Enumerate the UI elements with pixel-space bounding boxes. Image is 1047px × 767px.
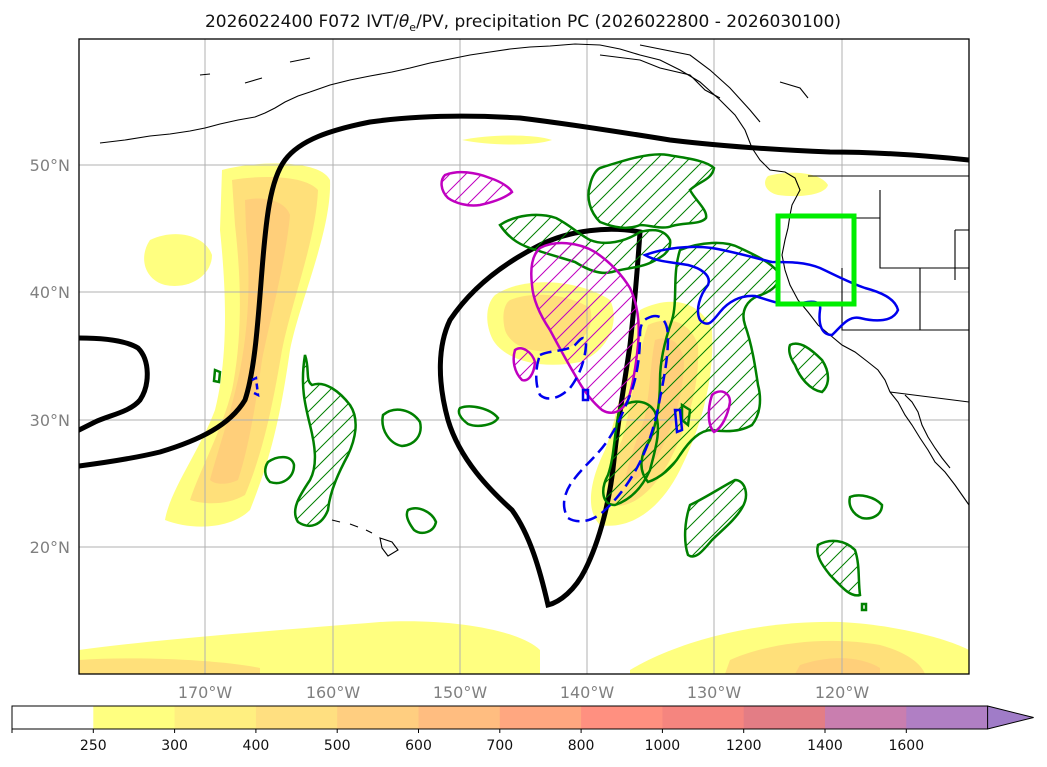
colorbar-tick-label: 400 bbox=[243, 738, 270, 754]
colorbar-tick-label: 800 bbox=[568, 738, 595, 754]
pv-magenta-north bbox=[440, 170, 514, 207]
colorbar-segment bbox=[418, 706, 501, 729]
colorbar-segment bbox=[174, 706, 257, 729]
baja-peninsula bbox=[904, 394, 951, 469]
colorbar-tick-label: 1600 bbox=[888, 738, 924, 754]
pv-blue-solid-ne bbox=[642, 245, 900, 337]
pv-green-west bbox=[293, 354, 357, 527]
colorbar-tick-label: 500 bbox=[324, 738, 351, 754]
pv-blue-dashed-mid bbox=[535, 336, 588, 400]
lat-label: 40°N bbox=[30, 283, 70, 302]
pv-green-east-small bbox=[787, 342, 830, 394]
pv-green-east-small2 bbox=[848, 494, 884, 520]
us-west-coast bbox=[751, 147, 891, 393]
mexico-border bbox=[889, 391, 969, 403]
pv-magenta-contours bbox=[440, 170, 732, 434]
pv-green-mid3 bbox=[405, 507, 438, 534]
ivt-strip-north bbox=[462, 135, 552, 145]
lon-label: 140°W bbox=[560, 683, 615, 702]
colorbar-tick-label: 300 bbox=[161, 738, 188, 754]
colorbar-tick-label: 250 bbox=[80, 738, 107, 754]
colorbar-segment bbox=[825, 706, 907, 729]
lon-label: 150°W bbox=[433, 683, 488, 702]
colorbar-segment bbox=[255, 706, 338, 729]
lon-label: 160°W bbox=[306, 683, 361, 702]
pv-blue-tiny bbox=[581, 388, 590, 402]
lat-labels: 50°N 40°N 30°N 20°N bbox=[30, 156, 70, 557]
colorbar-tick-label: 1200 bbox=[726, 738, 762, 754]
lat-label: 30°N bbox=[30, 411, 70, 430]
colorbar-segment bbox=[499, 706, 582, 729]
lon-label: 130°W bbox=[687, 683, 742, 702]
lon-label: 170°W bbox=[178, 683, 233, 702]
pv-blue-small2 bbox=[673, 408, 684, 434]
pv-blue-dashed-long bbox=[562, 314, 670, 523]
colorbar-tick-label: 700 bbox=[486, 738, 513, 754]
pv-green-tiny bbox=[680, 402, 692, 428]
ivt-blob-west bbox=[144, 234, 212, 286]
pv-green-north bbox=[587, 153, 716, 230]
colorbar-tick-label: 1400 bbox=[807, 738, 843, 754]
aleutian-coast bbox=[99, 91, 311, 144]
colorbar-segment bbox=[12, 706, 94, 729]
colorbar-segment bbox=[93, 706, 176, 729]
colorbar-segment bbox=[337, 706, 419, 729]
colorbar-tick-label: 600 bbox=[405, 738, 432, 754]
pv-green-contours bbox=[212, 153, 884, 612]
pv-green-islet bbox=[212, 368, 222, 384]
alaska-islands bbox=[199, 44, 809, 123]
ivt-band-west-dark bbox=[210, 198, 290, 484]
colorbar-tick-label: 1000 bbox=[645, 738, 681, 754]
map-area bbox=[78, 38, 970, 675]
coastlines bbox=[99, 43, 969, 557]
colorbar-segment bbox=[662, 706, 745, 729]
colorbar: 250 300 400 500 600 700 800 1000 1200 1400 1600 bbox=[11, 705, 1034, 754]
lat-label: 50°N bbox=[30, 156, 70, 175]
pv-green-south1 bbox=[683, 478, 748, 558]
pv-green-mid1 bbox=[381, 408, 422, 448]
colorbar-segment bbox=[743, 706, 826, 729]
map-title: 2026022400 F072 IVT/θe/PV, precipitation… bbox=[205, 12, 841, 34]
colorbar-segment bbox=[581, 706, 663, 729]
state-borders bbox=[800, 190, 969, 331]
pv-magenta-central bbox=[530, 241, 640, 414]
ivt-patch-ne bbox=[765, 172, 828, 197]
hawaii bbox=[331, 519, 399, 557]
pv-green-small-west bbox=[264, 455, 296, 485]
highlight-box bbox=[775, 213, 857, 307]
pv-green-south2 bbox=[816, 539, 862, 597]
pv-blue-contours bbox=[251, 245, 900, 523]
pv-green-mid2 bbox=[457, 405, 500, 427]
baja-coast bbox=[889, 391, 969, 506]
ivt-bottom-west-mid bbox=[79, 658, 260, 674]
map-frame bbox=[78, 38, 970, 675]
lon-label: 120°W bbox=[815, 683, 870, 702]
pv-magenta-east bbox=[707, 390, 732, 434]
ivt-bottom-east-dark bbox=[795, 658, 880, 674]
lon-labels: 170°W 160°W 150°W 140°W 130°W 120°W bbox=[178, 683, 870, 702]
theta-contour-loop-west bbox=[79, 335, 150, 433]
colorbar-segment bbox=[906, 706, 989, 729]
lat-label: 20°N bbox=[30, 538, 70, 557]
colorbar-extend-arrow bbox=[987, 705, 1034, 730]
pv-green-central-south bbox=[602, 400, 660, 507]
pv-magenta-small bbox=[512, 347, 537, 382]
theta-contour-north bbox=[79, 113, 969, 469]
pv-blue-small1 bbox=[251, 376, 260, 398]
